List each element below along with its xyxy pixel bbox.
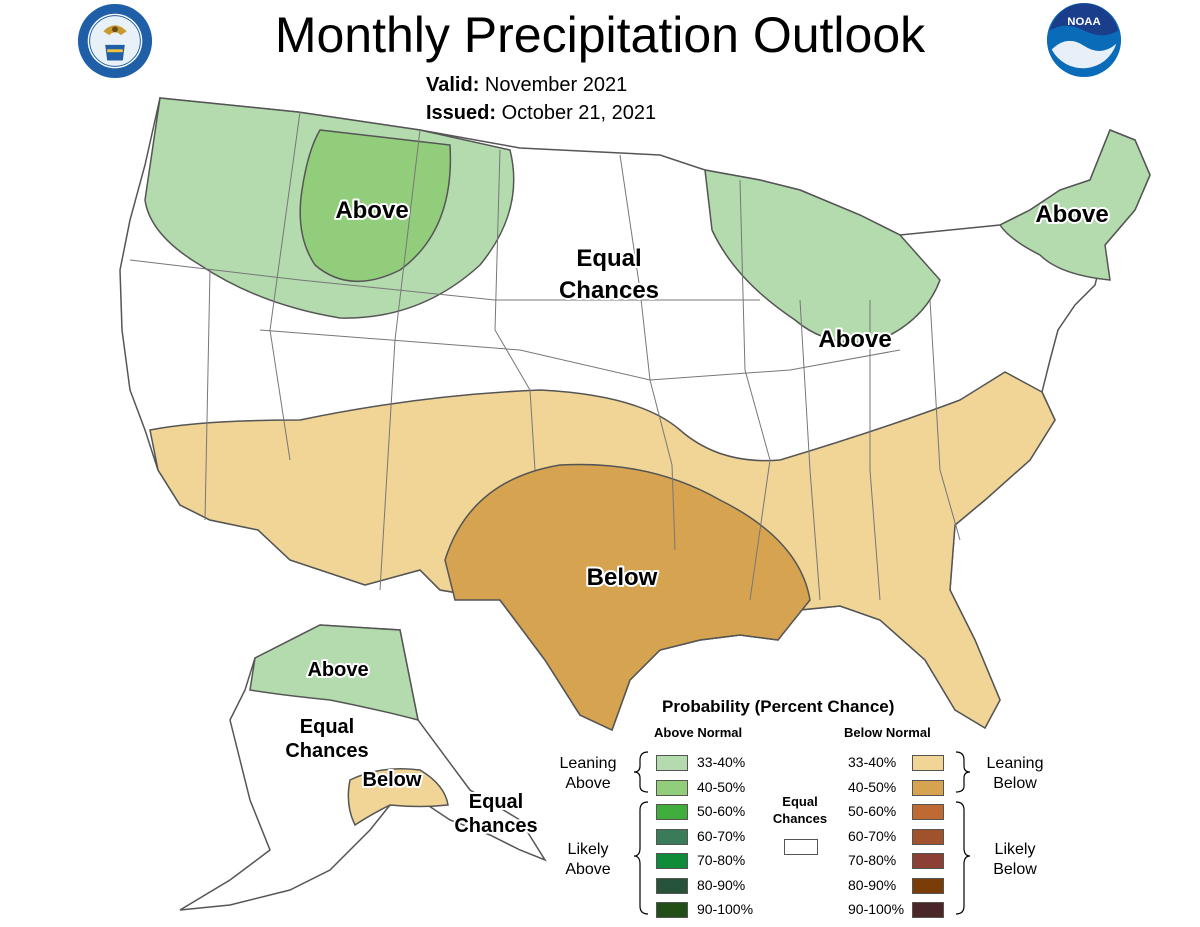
alaska-above-region — [249, 624, 419, 722]
legend-above-swatch-0 — [656, 755, 688, 771]
map-title: Monthly Precipitation Outlook — [274, 7, 926, 63]
legend-below-range-2: 50-60% — [848, 803, 897, 819]
legend-above-range-6: 90-100% — [697, 901, 754, 917]
legend-below-header: Below Normal — [844, 725, 931, 740]
legend-below-swatch-2 — [912, 804, 944, 820]
noaa-logo-text: NOAA — [1067, 16, 1101, 28]
legend-equal-chances: Equal Chances — [772, 794, 828, 826]
legend-above-range-1: 40-50% — [697, 778, 746, 795]
legend-above-swatch-3 — [656, 828, 688, 845]
above-nw-40-50-region — [299, 129, 452, 282]
noaa-logo: NOAA — [1046, 2, 1122, 78]
legend-below-range-6: 90-100% — [848, 901, 905, 917]
legend-above-range-2: 50-60% — [697, 803, 746, 819]
legend-title: Probability (Percent Chance) — [662, 697, 895, 716]
label-alaska-above: Above — [307, 659, 368, 681]
label-great-lakes-above: Above — [818, 326, 891, 353]
alaska-below-region — [347, 768, 449, 827]
legend-below-range-0: 33-40% — [848, 754, 897, 770]
legend-likely-above: Likely Above — [565, 841, 611, 878]
legend-below-swatch-1 — [912, 779, 944, 796]
legend-above-header: Above Normal — [654, 725, 743, 740]
label-ne-above: Above — [1035, 201, 1108, 228]
label-alaska-se-equal: Equal — [469, 791, 523, 813]
legend-equal-swatch — [784, 839, 818, 855]
legend-below-swatch-0 — [912, 755, 944, 771]
legend-leaning-below: Leaning Below — [986, 755, 1044, 792]
above-great-lakes-region — [704, 169, 941, 344]
issued-value: October 21, 2021 — [501, 102, 657, 124]
valid-value: November 2021 — [484, 74, 628, 96]
issued-label: Issued: — [426, 102, 497, 124]
legend-above-swatch-4 — [656, 853, 688, 869]
label-alaska-below: Below — [363, 769, 422, 791]
legend-leaning-above: Leaning Above — [559, 755, 617, 792]
legend-above-range-0: 33-40% — [697, 754, 746, 770]
legend-below-range-3: 60-70% — [848, 827, 897, 844]
legend-below-range-1: 40-50% — [848, 778, 897, 795]
valid-line: Valid: November 2021 — [426, 74, 627, 97]
legend-above-swatch-6 — [656, 902, 688, 918]
below-40-50-region — [444, 463, 811, 732]
state-lines — [129, 111, 961, 601]
label-alaska-equal: Equal — [300, 716, 354, 738]
legend-above-swatch-5 — [656, 877, 688, 894]
legend-above-range-3: 60-70% — [697, 827, 746, 844]
label-nw-above: Above — [335, 197, 408, 224]
legend-above-swatch-2 — [656, 804, 688, 820]
legend-below-swatch-4 — [912, 853, 944, 869]
label-center-equal: Equal — [576, 245, 641, 272]
legend-below-range-4: 70-80% — [848, 852, 897, 868]
legend-below-range-5: 80-90% — [848, 876, 897, 893]
legend-above-range-4: 70-80% — [697, 852, 746, 868]
issued-line: Issued: October 21, 2021 — [426, 102, 656, 125]
department-of-commerce-seal — [77, 3, 153, 79]
legend-above-range-5: 80-90% — [697, 876, 746, 893]
valid-label: Valid: — [426, 74, 480, 96]
legend-likely-below: Likely Below — [993, 841, 1037, 878]
legend-below-swatch-6 — [912, 902, 944, 918]
alaska-outline — [179, 624, 547, 911]
label-alaska-se-chances: Chances — [454, 815, 537, 837]
legend-below-swatch-5 — [912, 877, 944, 894]
label-alaska-chances: Chances — [285, 740, 368, 762]
above-northeast-region — [998, 129, 1151, 281]
legend-above-swatch-1 — [656, 779, 688, 796]
label-center-chances: Chances — [559, 277, 659, 304]
legend-below-swatch-3 — [912, 828, 944, 845]
label-below: Below — [587, 564, 658, 591]
